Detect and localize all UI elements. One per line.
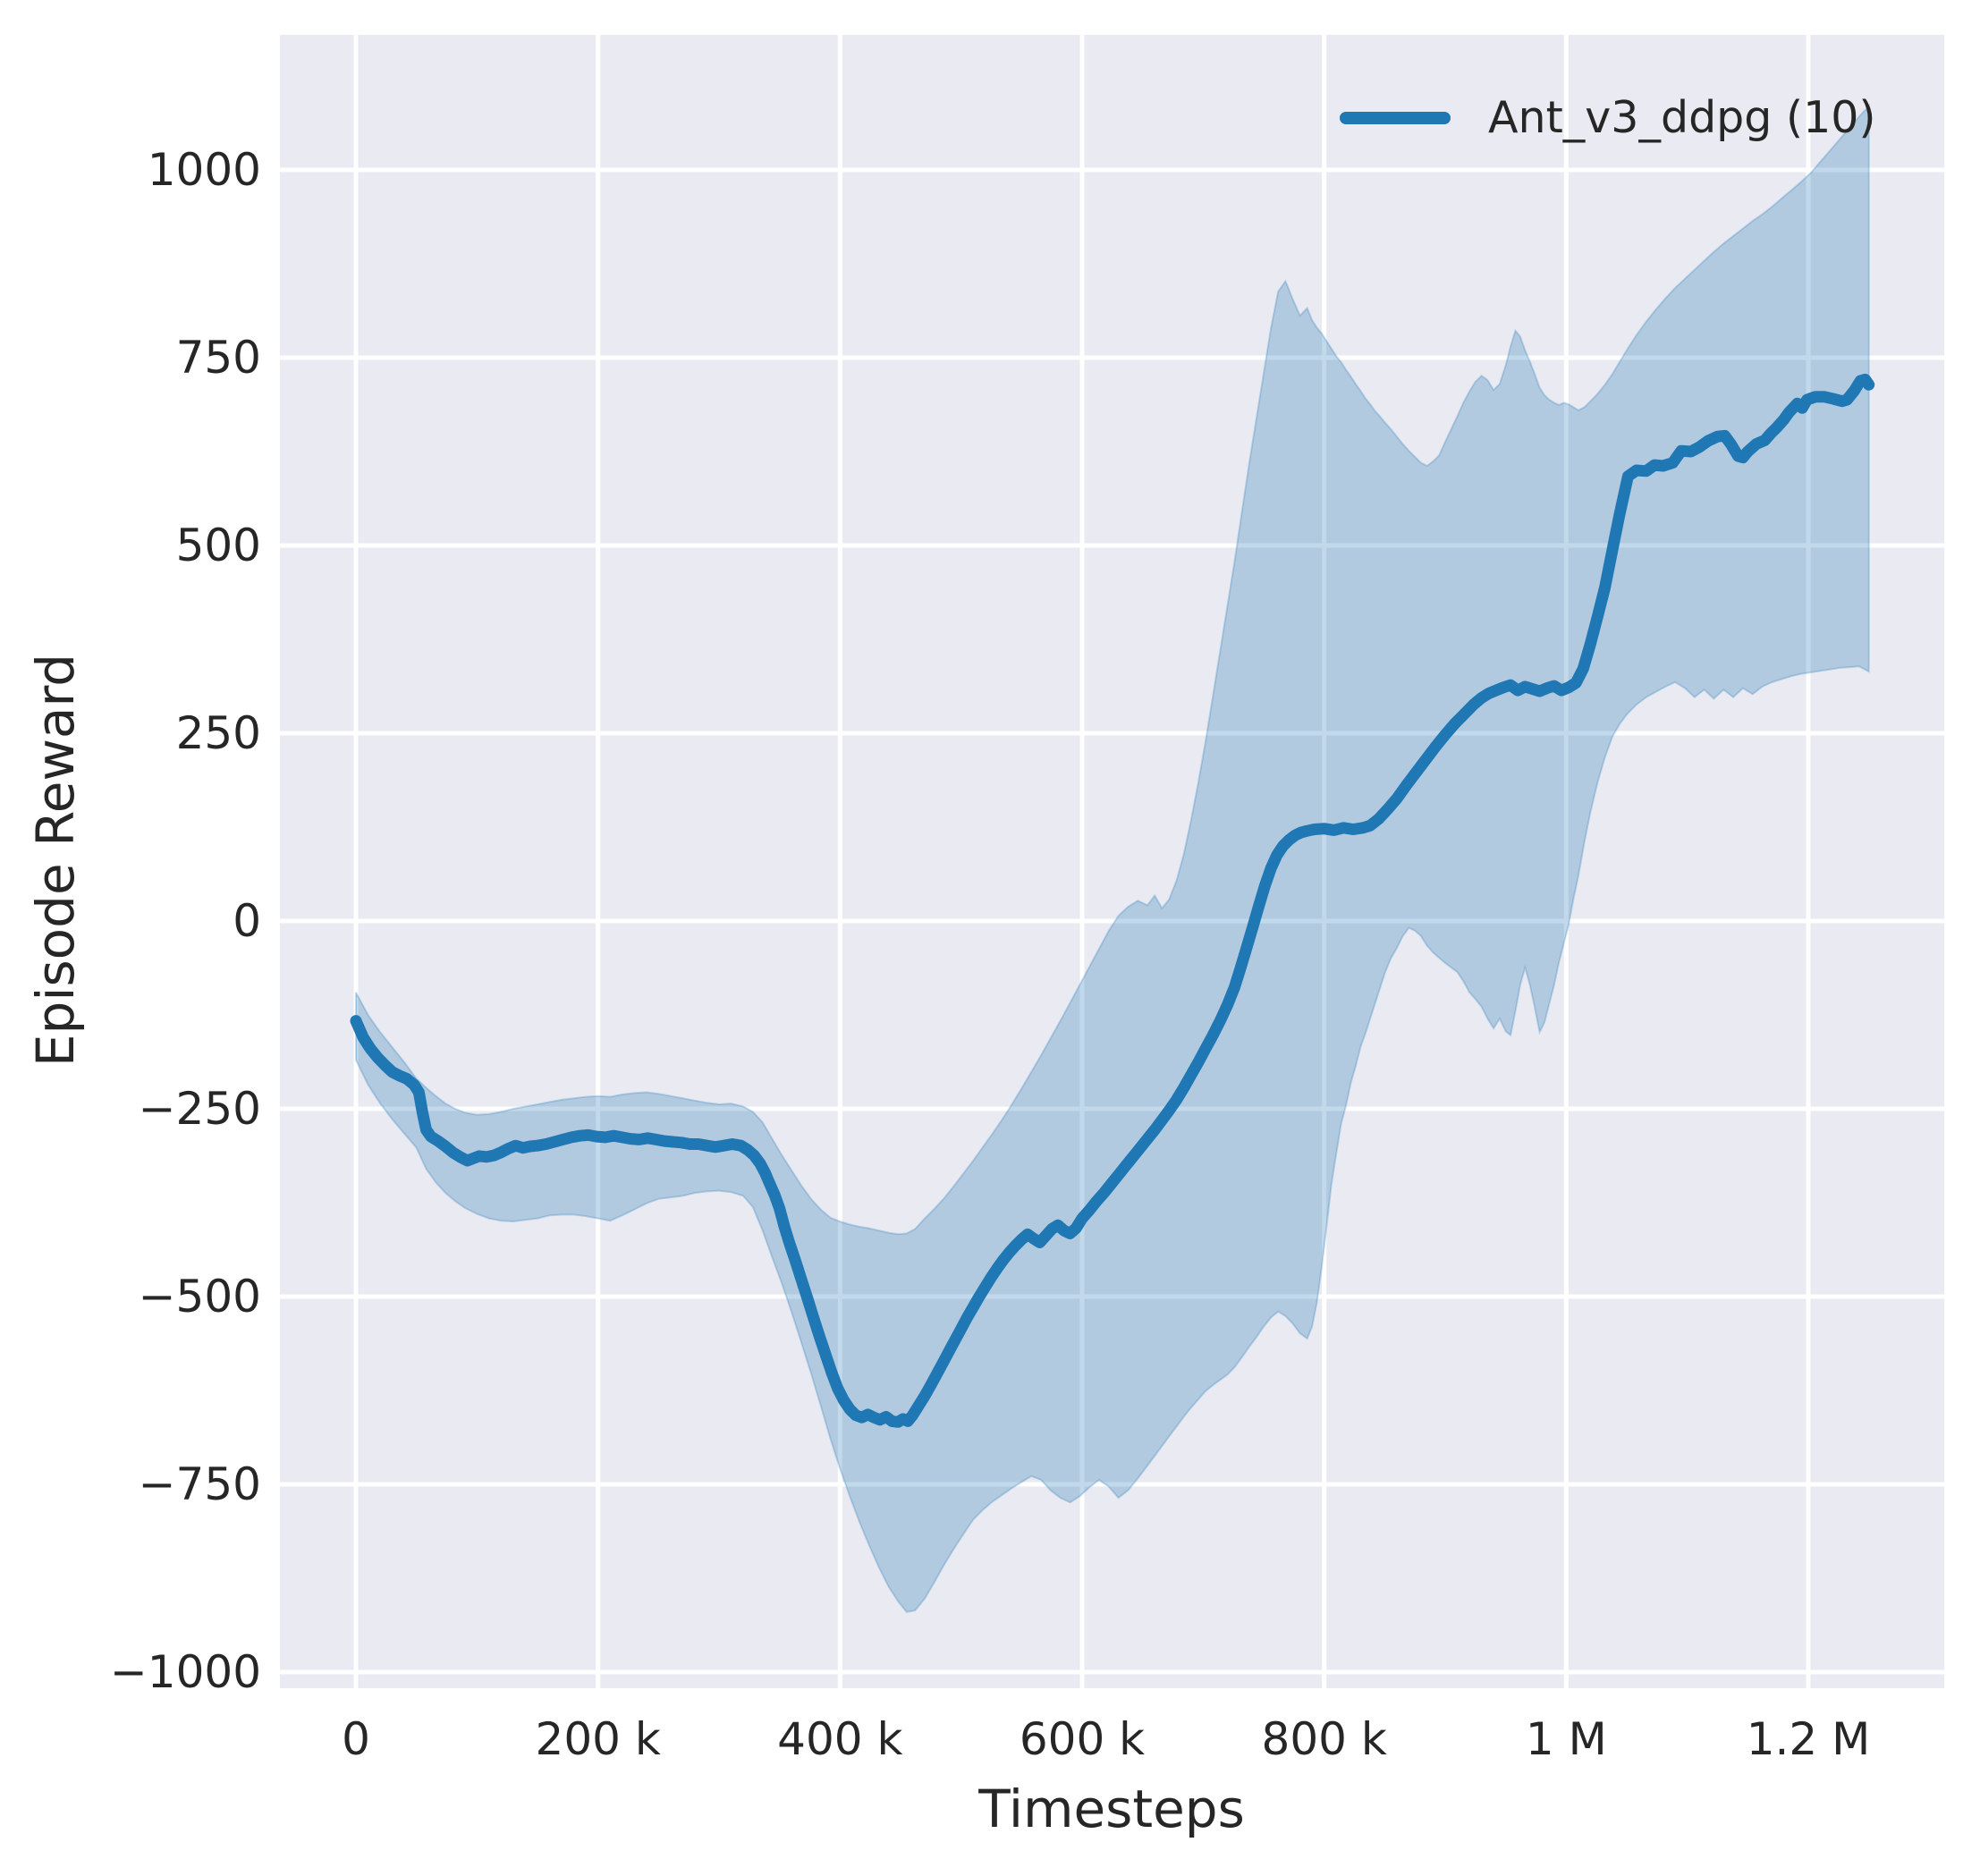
y-tick-label: 250 [175,707,261,759]
plot-area [280,35,1944,1688]
y-tick-label: −500 [138,1271,261,1322]
y-axis-label: Episode Reward [25,653,86,1068]
x-axis-label: Timesteps [978,1779,1245,1839]
y-tick-label: 0 [233,895,261,947]
axes-background [280,35,1944,1688]
legend-label: Ant_v3_ddpg (10) [1488,92,1876,143]
x-tick-label: 800 k [1261,1713,1387,1765]
legend-line-sample [1340,111,1451,124]
x-tick-label: 400 k [777,1713,903,1765]
x-tick-label: 1.2 M [1746,1713,1871,1765]
y-tick-label: 1000 [147,144,261,196]
y-tick-label: 750 [175,332,261,384]
y-tick-label: −1000 [109,1646,261,1698]
plot-area-wrap [280,35,1944,1688]
x-tick-label: 1 M [1525,1713,1607,1765]
y-tick-label: −250 [138,1083,261,1135]
y-tick-label: 500 [175,520,261,571]
x-tick-label: 600 k [1019,1713,1146,1765]
legend: Ant_v3_ddpg (10) [1340,92,1876,143]
y-tick-label: −750 [138,1458,261,1510]
mean-line [350,373,1875,1428]
x-tick-label: 200 k [535,1713,661,1765]
x-tick-label: 0 [342,1713,370,1765]
confidence-band [355,104,1870,1613]
